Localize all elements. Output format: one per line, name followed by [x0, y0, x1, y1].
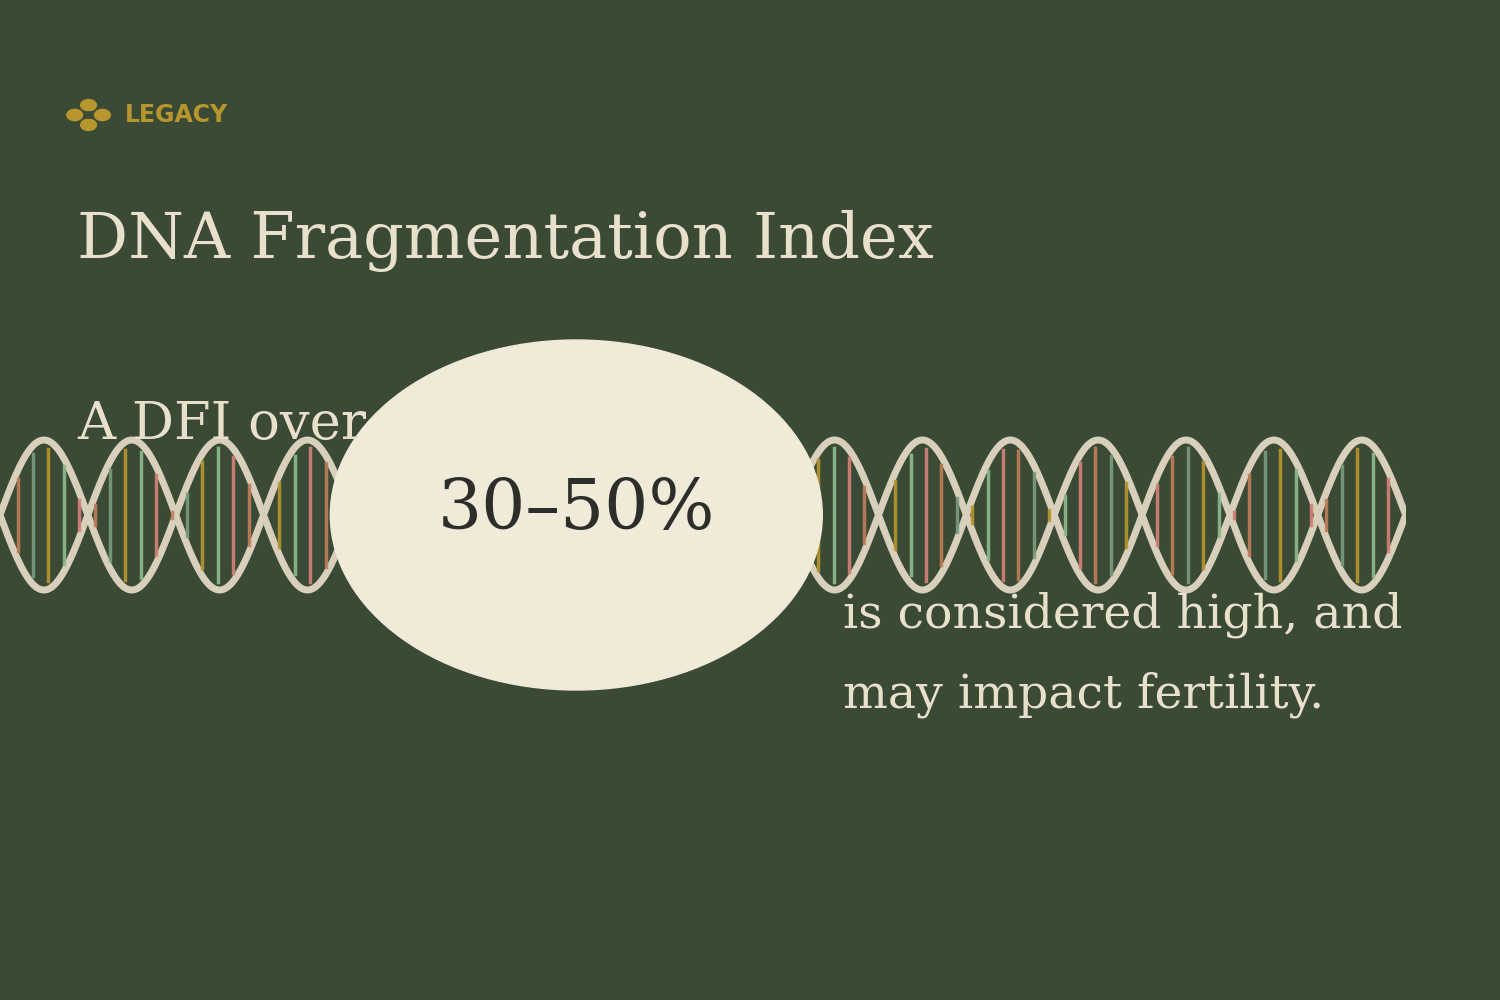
Circle shape — [81, 100, 96, 111]
Circle shape — [94, 109, 111, 121]
Text: A DFI over: A DFI over — [78, 399, 366, 450]
Text: is considered high, and: is considered high, and — [843, 592, 1402, 638]
Text: LEGACY: LEGACY — [124, 103, 228, 127]
Text: may impact fertility.: may impact fertility. — [843, 672, 1324, 718]
Text: DNA Fragmentation Index: DNA Fragmentation Index — [78, 210, 934, 272]
Text: 30–50%: 30–50% — [438, 477, 716, 543]
Circle shape — [330, 340, 822, 690]
Circle shape — [68, 109, 82, 121]
Circle shape — [84, 112, 93, 118]
Circle shape — [81, 119, 96, 130]
